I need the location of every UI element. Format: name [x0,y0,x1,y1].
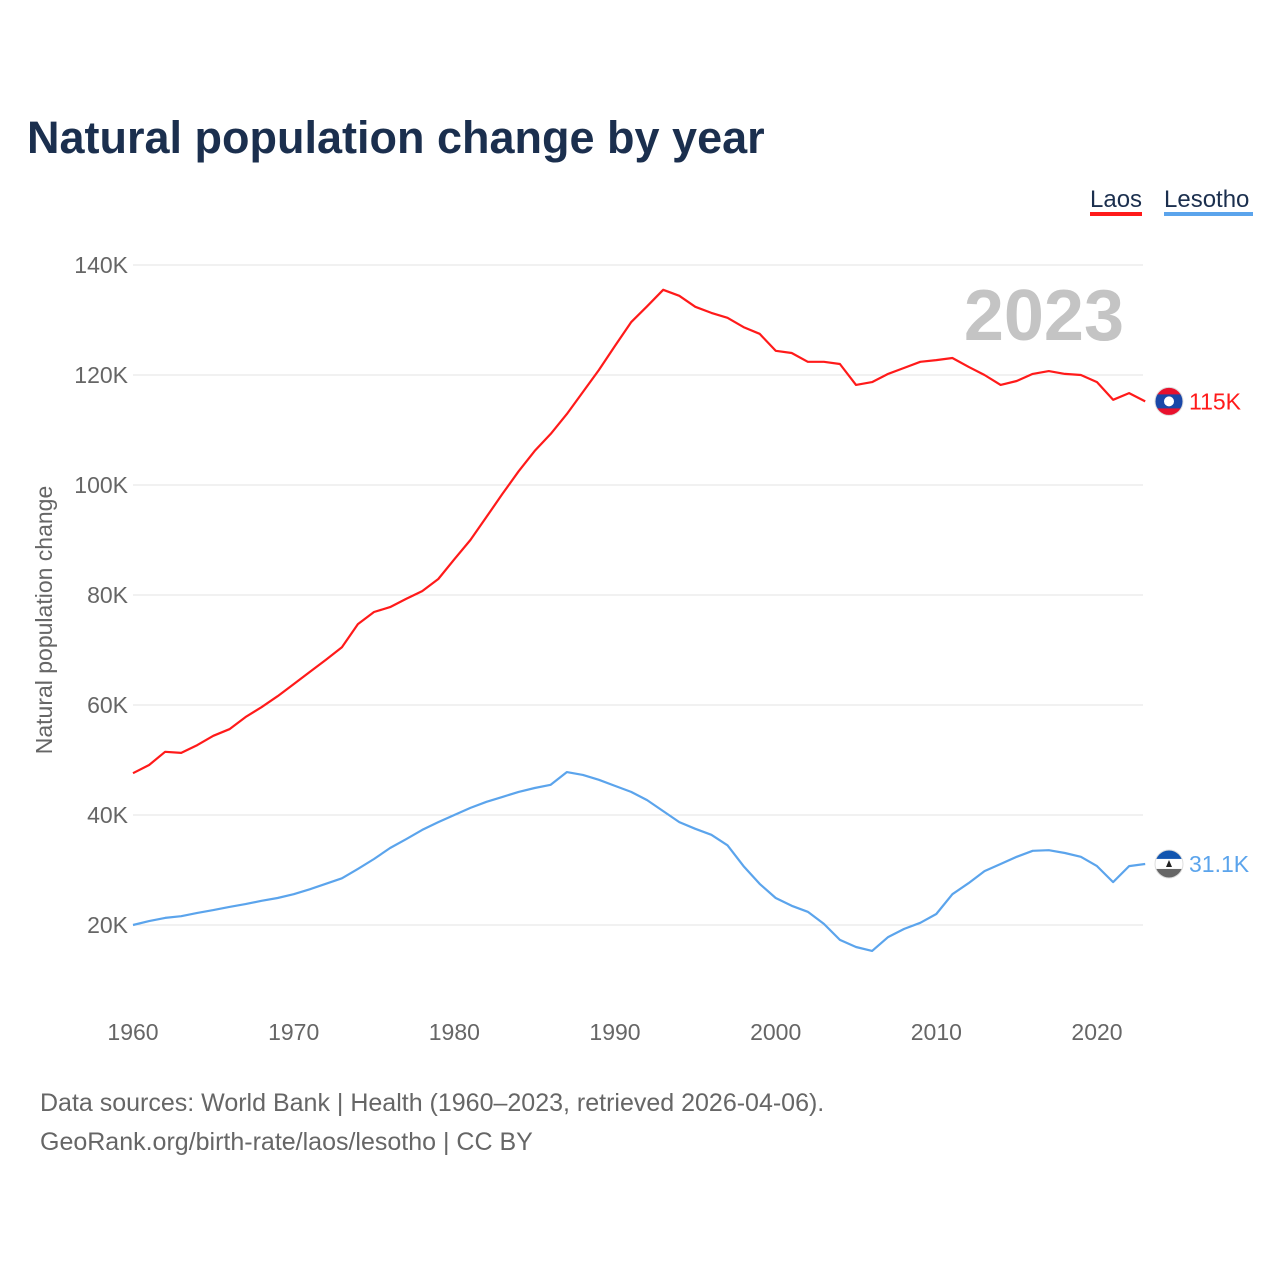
legend-swatch [1090,212,1142,216]
y-tick-label: 20K [87,912,129,938]
x-tick-label: 1980 [429,1019,480,1045]
chart-title: Natural population change by year [27,112,765,163]
x-tick-label: 2010 [911,1019,962,1045]
x-tick-label: 1990 [589,1019,640,1045]
lesotho-flag-icon [1154,849,1184,879]
legend-label: Laos [1090,186,1142,213]
y-tick-label: 60K [87,692,129,718]
x-tick-label: 2020 [1071,1019,1122,1045]
data-source: Data sources: World Bank | Health (1960–… [40,1089,824,1117]
legend-item-lesotho[interactable]: Lesotho [1164,186,1253,216]
y-tick-label: 80K [87,582,129,608]
y-tick-label: 120K [74,362,128,388]
legend: Laos Lesotho [1090,186,1253,216]
y-axis-label: Natural population change [31,486,57,755]
legend-label: Lesotho [1164,186,1249,213]
end-labels: 115K 31.1K [1154,386,1250,879]
laos-flag-icon [1154,386,1184,416]
series-line-laos [132,288,1146,775]
year-watermark: 2023 [964,276,1124,356]
legend-swatch [1164,212,1253,216]
end-value-label: 115K [1189,388,1242,414]
credit-link[interactable]: GeoRank.org/birth-rate/laos/lesotho | CC… [40,1128,533,1156]
y-tick-label: 100K [74,472,128,498]
legend-item-laos[interactable]: Laos [1090,186,1142,216]
series-lines [132,288,1146,952]
y-tick-label: 40K [87,802,129,828]
grid-lines: 20K 40K 60K 80K 100K 120K 140K 1960 1970 1980 1990… [74,252,1143,1045]
series-line-lesotho [132,771,1146,952]
x-tick-label: 1970 [268,1019,319,1045]
end-value-label: 31.1K [1189,851,1250,877]
x-tick-label: 1960 [107,1019,158,1045]
x-tick-label: 2000 [750,1019,801,1045]
y-tick-label: 140K [74,252,128,278]
